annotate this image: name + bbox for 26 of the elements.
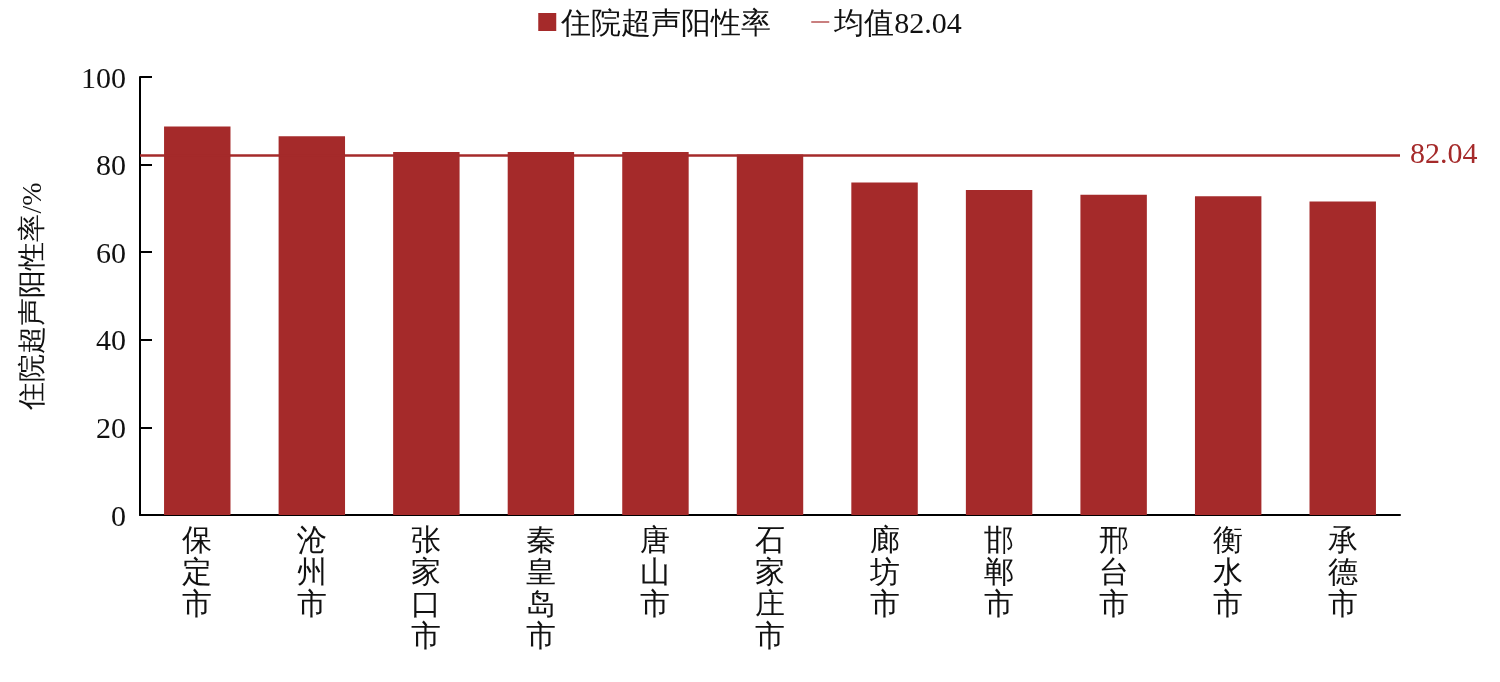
y-tick-label: 20 [96, 410, 126, 444]
bar [1194, 196, 1262, 515]
bar [851, 182, 918, 515]
y-tick-label: 0 [111, 498, 126, 532]
y-tick-label: 80 [96, 148, 126, 182]
y-tick-label: 100 [81, 60, 126, 94]
bar [1309, 201, 1376, 515]
x-tick-label: 邢台市 [1098, 522, 1129, 620]
bar [1080, 194, 1147, 515]
legend-label: 住院超声阳性率 [560, 5, 772, 39]
y-axis-title: 住院超声阳性率/% [15, 182, 47, 411]
x-tick-label: 石家庄市 [755, 522, 785, 652]
x-tick-label: 张家口市 [411, 522, 442, 652]
x-tick-label: 廊坊市 [868, 522, 900, 620]
x-tick-label: 承德市 [1327, 522, 1358, 620]
bar [965, 190, 1033, 515]
x-tick-label: 保定市 [182, 522, 213, 620]
y-tick-label: 60 [96, 235, 126, 269]
y-tick-label: 40 [96, 323, 126, 357]
legend-label: 均值82.04 [833, 5, 962, 39]
x-tick-label: 唐山市 [640, 522, 671, 620]
x-tick-label: 衡水市 [1213, 522, 1244, 620]
x-tick-label: 秦皇岛市 [525, 522, 556, 652]
x-tick-label: 沧州市 [296, 522, 327, 620]
x-tick-label: 邯郸市 [984, 522, 1015, 620]
text: 82.04 [1410, 136, 1478, 170]
